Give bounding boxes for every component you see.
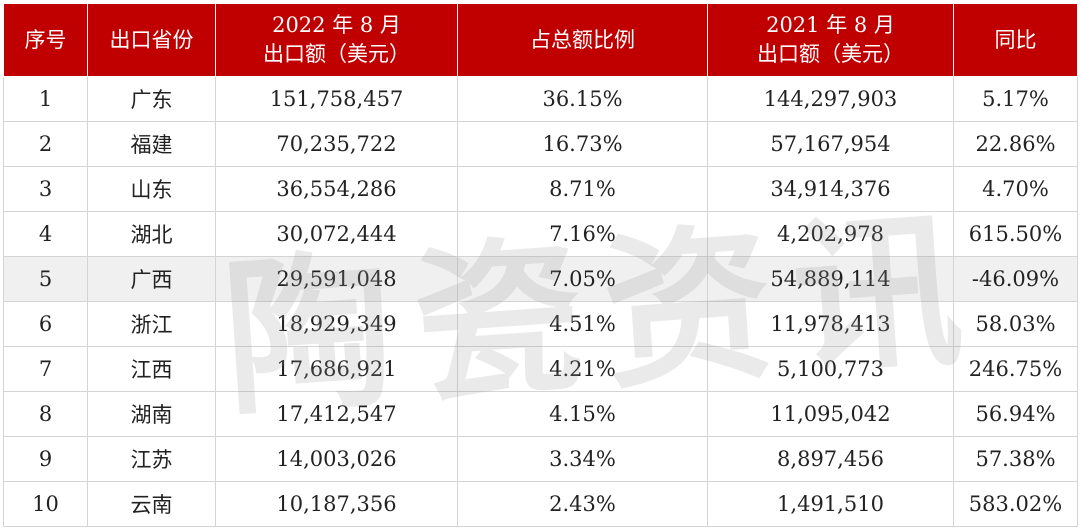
header-export-2022: 2022 年 8 月 出口额（美元） xyxy=(215,3,458,77)
cell-yoy: 22.86% xyxy=(953,121,1078,167)
cell-province: 浙江 xyxy=(87,301,216,347)
cell-share: 4.51% xyxy=(457,301,708,347)
table-row: 8 湖南 17,412,547 4.15% 11,095,042 56.94% xyxy=(3,391,1078,437)
cell-export-2022: 36,554,286 xyxy=(215,166,458,212)
header-export-2021-unit: 出口额（美元） xyxy=(757,42,904,66)
cell-province: 云南 xyxy=(87,481,216,527)
cell-yoy: 58.03% xyxy=(953,301,1078,347)
cell-rank: 1 xyxy=(3,76,88,122)
table-row: 6 浙江 18,929,349 4.51% 11,978,413 58.03% xyxy=(3,301,1078,347)
table-header: 序号 出口省份 2022 年 8 月 出口额（美元） 占总额比例 2021 年 … xyxy=(3,3,1078,77)
cell-export-2021: 34,914,376 xyxy=(707,166,954,212)
cell-export-2022: 18,929,349 xyxy=(215,301,458,347)
cell-province: 山东 xyxy=(87,166,216,212)
cell-share: 36.15% xyxy=(457,76,708,122)
cell-share: 7.16% xyxy=(457,211,708,257)
table-row: 3 山东 36,554,286 8.71% 34,914,376 4.70% xyxy=(3,166,1078,212)
cell-rank: 9 xyxy=(3,436,88,482)
cell-export-2022: 17,412,547 xyxy=(215,391,458,437)
header-yoy: 同比 xyxy=(953,3,1078,77)
cell-export-2022: 14,003,026 xyxy=(215,436,458,482)
cell-yoy: 56.94% xyxy=(953,391,1078,437)
cell-province: 广西 xyxy=(87,256,216,302)
cell-yoy: 4.70% xyxy=(953,166,1078,212)
export-table-container: 序号 出口省份 2022 年 8 月 出口额（美元） 占总额比例 2021 年 … xyxy=(3,3,1078,529)
cell-rank: 2 xyxy=(3,121,88,167)
cell-export-2022: 10,187,356 xyxy=(215,481,458,527)
cell-rank: 8 xyxy=(3,391,88,437)
cell-yoy: 583.02% xyxy=(953,481,1078,527)
table-row: 2 福建 70,235,722 16.73% 57,167,954 22.86% xyxy=(3,121,1078,167)
cell-share: 16.73% xyxy=(457,121,708,167)
cell-share: 4.15% xyxy=(457,391,708,437)
export-table: 序号 出口省份 2022 年 8 月 出口额（美元） 占总额比例 2021 年 … xyxy=(3,3,1078,527)
cell-province: 湖北 xyxy=(87,211,216,257)
table-row: 5 广西 29,591,048 7.05% 54,889,114 -46.09% xyxy=(3,256,1078,302)
cell-export-2021: 1,491,510 xyxy=(707,481,954,527)
cell-province: 江西 xyxy=(87,346,216,392)
cell-yoy: 5.17% xyxy=(953,76,1078,122)
cell-province: 广东 xyxy=(87,76,216,122)
header-rank: 序号 xyxy=(3,3,88,77)
cell-province: 福建 xyxy=(87,121,216,167)
table-row: 7 江西 17,686,921 4.21% 5,100,773 246.75% xyxy=(3,346,1078,392)
cell-province: 湖南 xyxy=(87,391,216,437)
cell-export-2021: 4,202,978 xyxy=(707,211,954,257)
cell-share: 2.43% xyxy=(457,481,708,527)
cell-export-2022: 70,235,722 xyxy=(215,121,458,167)
table-row: 4 湖北 30,072,444 7.16% 4,202,978 615.50% xyxy=(3,211,1078,257)
cell-export-2021: 11,978,413 xyxy=(707,301,954,347)
table-row: 10 云南 10,187,356 2.43% 1,491,510 583.02% xyxy=(3,481,1078,527)
cell-share: 4.21% xyxy=(457,346,708,392)
header-export-2022-period: 2022 年 8 月 xyxy=(272,13,401,37)
cell-export-2022: 17,686,921 xyxy=(215,346,458,392)
cell-share: 8.71% xyxy=(457,166,708,212)
header-export-2021-period: 2021 年 8 月 xyxy=(766,13,895,37)
cell-export-2021: 8,897,456 xyxy=(707,436,954,482)
cell-rank: 5 xyxy=(3,256,88,302)
cell-export-2021: 11,095,042 xyxy=(707,391,954,437)
cell-export-2022: 29,591,048 xyxy=(215,256,458,302)
header-export-2021: 2021 年 8 月 出口额（美元） xyxy=(707,3,954,77)
cell-rank: 7 xyxy=(3,346,88,392)
table-row: 9 江苏 14,003,026 3.34% 8,897,456 57.38% xyxy=(3,436,1078,482)
cell-yoy: 57.38% xyxy=(953,436,1078,482)
header-province: 出口省份 xyxy=(87,3,216,77)
cell-share: 7.05% xyxy=(457,256,708,302)
header-export-2022-unit: 出口额（美元） xyxy=(263,42,410,66)
cell-export-2022: 151,758,457 xyxy=(215,76,458,122)
cell-yoy: -46.09% xyxy=(953,256,1078,302)
table-row: 1 广东 151,758,457 36.15% 144,297,903 5.17% xyxy=(3,76,1078,122)
cell-yoy: 615.50% xyxy=(953,211,1078,257)
header-share: 占总额比例 xyxy=(457,3,708,77)
cell-export-2021: 144,297,903 xyxy=(707,76,954,122)
cell-province: 江苏 xyxy=(87,436,216,482)
cell-export-2021: 54,889,114 xyxy=(707,256,954,302)
header-row: 序号 出口省份 2022 年 8 月 出口额（美元） 占总额比例 2021 年 … xyxy=(3,3,1078,77)
cell-rank: 6 xyxy=(3,301,88,347)
cell-export-2021: 57,167,954 xyxy=(707,121,954,167)
cell-rank: 4 xyxy=(3,211,88,257)
cell-export-2022: 30,072,444 xyxy=(215,211,458,257)
cell-rank: 10 xyxy=(3,481,88,527)
cell-yoy: 246.75% xyxy=(953,346,1078,392)
cell-export-2021: 5,100,773 xyxy=(707,346,954,392)
cell-rank: 3 xyxy=(3,166,88,212)
table-body: 1 广东 151,758,457 36.15% 144,297,903 5.17% 2 福建 7… xyxy=(3,76,1078,527)
cell-share: 3.34% xyxy=(457,436,708,482)
